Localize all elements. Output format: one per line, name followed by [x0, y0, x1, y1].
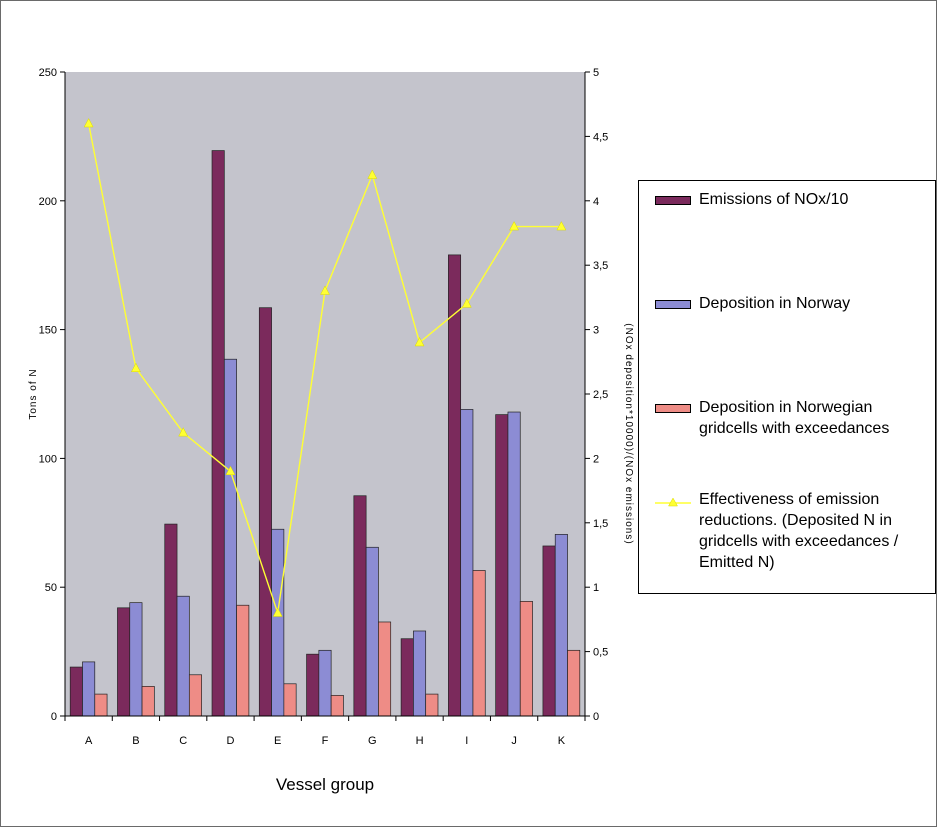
y-tick-label-200: 200: [39, 196, 57, 208]
legend: Emissions of NOx/10 Deposition in Norway…: [638, 180, 936, 594]
legend-item-deposition-norway: Deposition in Norway: [639, 289, 937, 329]
y2-tick-label-5: 2,5: [593, 389, 608, 401]
legend-item-emissions: Emissions of NOx/10: [639, 185, 937, 225]
effectiveness-marker-D: [225, 465, 236, 476]
bar-deposition-exceedances-E: [283, 683, 297, 717]
bar-emissions-J: [495, 414, 509, 717]
y2-axis-title: (NOx deposition*10000)/(NOx emissions): [623, 323, 634, 544]
effectiveness-marker-G: [367, 169, 378, 179]
x-tick-label-F: F: [322, 735, 329, 747]
y-tick-label-50: 50: [45, 582, 57, 594]
effectiveness-marker-E: [272, 607, 283, 617]
bar-deposition-norway-F: [318, 649, 332, 717]
bar-emissions-H: [400, 638, 414, 717]
legend-swatch-emissions: [655, 196, 691, 205]
y-axis-title: Tons of N: [28, 368, 39, 419]
y2-tick-label-3: 1,5: [593, 518, 608, 530]
x-tick-label-A: A: [85, 735, 93, 747]
x-tick-label-J: J: [511, 735, 517, 747]
bar-deposition-exceedances-K: [567, 649, 581, 717]
bar-deposition-norway-J: [507, 411, 521, 717]
effectiveness-marker-J: [509, 221, 520, 231]
bar-emissions-G: [353, 495, 367, 717]
bar-emissions-F: [306, 653, 320, 717]
effectiveness-marker-B: [130, 362, 141, 372]
legend-label-deposition-exceedances: Deposition in Norwegian gridcells with e…: [699, 399, 890, 437]
legend-label-emissions: Emissions of NOx/10: [699, 191, 849, 208]
bar-deposition-exceedances-C: [188, 674, 202, 717]
bar-deposition-exceedances-I: [472, 570, 486, 717]
bar-emissions-D: [211, 150, 225, 717]
x-tick-label-C: C: [179, 735, 187, 747]
x-axis-title: Vessel group: [276, 775, 374, 794]
bar-emissions-A: [69, 666, 83, 717]
y2-tick-label-1: 0,5: [593, 647, 608, 659]
effectiveness-marker-F: [320, 285, 330, 295]
bar-deposition-exceedances-J: [519, 601, 533, 717]
effectiveness-marker-C: [178, 427, 189, 437]
x-tick-label-I: I: [465, 735, 468, 747]
y2-tick-label-4: 2: [593, 453, 599, 465]
bar-deposition-exceedances-B: [141, 686, 155, 717]
bar-emissions-C: [164, 523, 178, 717]
effectiveness-marker-H: [414, 336, 425, 347]
bar-deposition-norway-E: [271, 528, 285, 717]
y2-tick-label-8: 4: [593, 196, 599, 208]
y2-tick-label-10: 5: [593, 67, 599, 79]
effectiveness-marker-I: [461, 298, 472, 308]
bar-deposition-norway-B: [129, 602, 143, 717]
x-tick-label-B: B: [132, 735, 139, 747]
effectiveness-marker-K: [556, 221, 567, 231]
bar-deposition-norway-K: [554, 534, 568, 717]
legend-label-effectiveness: Effectiveness of emission reductions. (D…: [699, 491, 899, 571]
y-tick-label-250: 250: [39, 67, 57, 79]
legend-item-effectiveness: Effectiveness of emission reductions. (D…: [639, 483, 937, 593]
y2-tick-label-7: 3,5: [593, 260, 608, 272]
bar-deposition-norway-C: [176, 595, 190, 717]
x-tick-label-D: D: [226, 735, 234, 747]
x-tick-label-H: H: [416, 735, 424, 747]
legend-swatch-deposition-norway: [655, 300, 691, 309]
bar-emissions-I: [448, 254, 462, 717]
bar-deposition-exceedances-H: [425, 693, 439, 717]
y-tick-label-100: 100: [39, 453, 57, 465]
bar-deposition-norway-I: [460, 409, 474, 717]
bar-deposition-norway-D: [223, 358, 237, 717]
x-tick-label-G: G: [368, 735, 377, 747]
y-tick-label-0: 0: [51, 711, 57, 723]
bar-deposition-norway-H: [413, 630, 427, 717]
effectiveness-marker-A: [83, 117, 94, 128]
legend-swatch-deposition-exceedances: [655, 404, 691, 413]
bar-deposition-exceedances-A: [94, 693, 108, 717]
legend-line-effectiveness: [655, 497, 691, 507]
bar-emissions-B: [117, 607, 131, 717]
bar-deposition-exceedances-G: [378, 621, 392, 717]
bar-deposition-norway-G: [365, 546, 379, 717]
bar-emissions-E: [258, 307, 272, 717]
x-tick-label-E: E: [274, 735, 281, 747]
y2-tick-label-6: 3: [593, 325, 599, 337]
x-tick-label-K: K: [558, 735, 566, 747]
y-tick-label-150: 150: [39, 325, 57, 337]
bar-deposition-norway-A: [82, 661, 96, 717]
bar-deposition-exceedances-F: [330, 695, 344, 717]
y2-tick-label-0: 0: [593, 711, 599, 723]
bar-emissions-K: [542, 545, 556, 717]
legend-label-deposition-norway: Deposition in Norway: [699, 295, 851, 312]
legend-item-deposition-exceedances: Deposition in Norwegian gridcells with e…: [639, 393, 937, 453]
bar-deposition-exceedances-D: [236, 604, 250, 717]
y2-tick-label-2: 1: [593, 582, 599, 594]
y2-tick-label-9: 4,5: [593, 131, 608, 143]
